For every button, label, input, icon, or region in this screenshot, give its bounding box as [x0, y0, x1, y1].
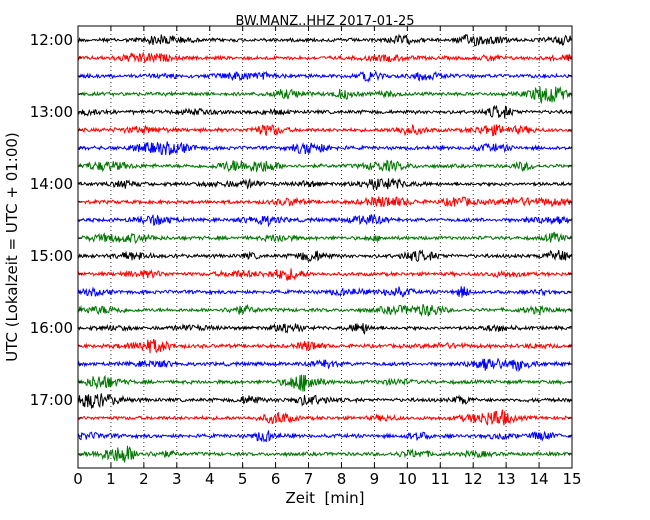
trace-1700 — [77, 393, 572, 409]
trace-1545 — [77, 303, 572, 318]
x-tick-label: 12 — [464, 470, 483, 488]
trace-1500 — [77, 249, 572, 262]
x-tick-label: 10 — [398, 470, 417, 488]
y-axis: 12:00 13:00 14:00 15:00 16:00 17:00 — [30, 31, 572, 455]
trace-1530 — [77, 286, 572, 298]
x-axis-label: Zeit [min] — [285, 489, 364, 507]
y-tick-label: 16:00 — [30, 319, 73, 337]
trace-1730 — [77, 430, 572, 443]
x-tick-label: 8 — [337, 470, 347, 488]
x-tick-label: 15 — [562, 470, 581, 488]
x-tick-label: 13 — [497, 470, 516, 488]
trace-1430 — [77, 213, 572, 228]
x-tick-label: 14 — [530, 470, 549, 488]
x-tick-label: 11 — [431, 470, 450, 488]
x-tick-label: 5 — [238, 470, 248, 488]
trace-1230 — [77, 70, 572, 83]
trace-1345 — [77, 159, 572, 173]
trace-1445 — [77, 231, 572, 245]
x-axis: 0 1 2 3 4 5 6 7 8 9 10 11 12 13 14 15 — [73, 26, 582, 488]
x-tick-label: 7 — [304, 470, 314, 488]
y-tick-label: 17:00 — [30, 391, 73, 409]
trace-1745 — [77, 445, 572, 463]
trace-1245 — [77, 85, 572, 105]
trace-1515 — [77, 268, 572, 281]
x-tick-label: 3 — [172, 470, 182, 488]
trace-1315 — [77, 124, 572, 137]
y-tick-label: 15:00 — [30, 247, 73, 265]
y-tick-label: 13:00 — [30, 103, 73, 121]
trace-group — [77, 33, 572, 463]
y-tick-label: 12:00 — [30, 31, 73, 49]
trace-1630 — [77, 357, 572, 373]
x-tick-label: 9 — [370, 470, 380, 488]
trace-1615 — [77, 338, 572, 354]
chart-title: BW.MANZ..HHZ 2017-01-25 — [235, 14, 414, 29]
x-tick-label: 1 — [106, 470, 116, 488]
trace-1400 — [77, 177, 572, 191]
trace-1330 — [77, 141, 572, 156]
trace-1300 — [77, 104, 572, 119]
x-tick-label: 2 — [139, 470, 149, 488]
grid-lines — [110, 26, 540, 468]
plot-frame — [77, 25, 573, 469]
x-tick-label: 4 — [205, 470, 215, 488]
trace-1200 — [77, 33, 572, 47]
trace-1415 — [77, 196, 572, 208]
y-tick-label: 14:00 — [30, 175, 73, 193]
trace-1645 — [77, 374, 572, 392]
x-tick-label: 0 — [73, 470, 83, 488]
trace-1600 — [77, 322, 572, 335]
x-tick-label: 6 — [271, 470, 281, 488]
trace-1715 — [77, 409, 572, 426]
y-axis-label: UTC (Lokalzeit = UTC + 01:00) — [3, 132, 21, 362]
trace-1215 — [77, 51, 572, 64]
